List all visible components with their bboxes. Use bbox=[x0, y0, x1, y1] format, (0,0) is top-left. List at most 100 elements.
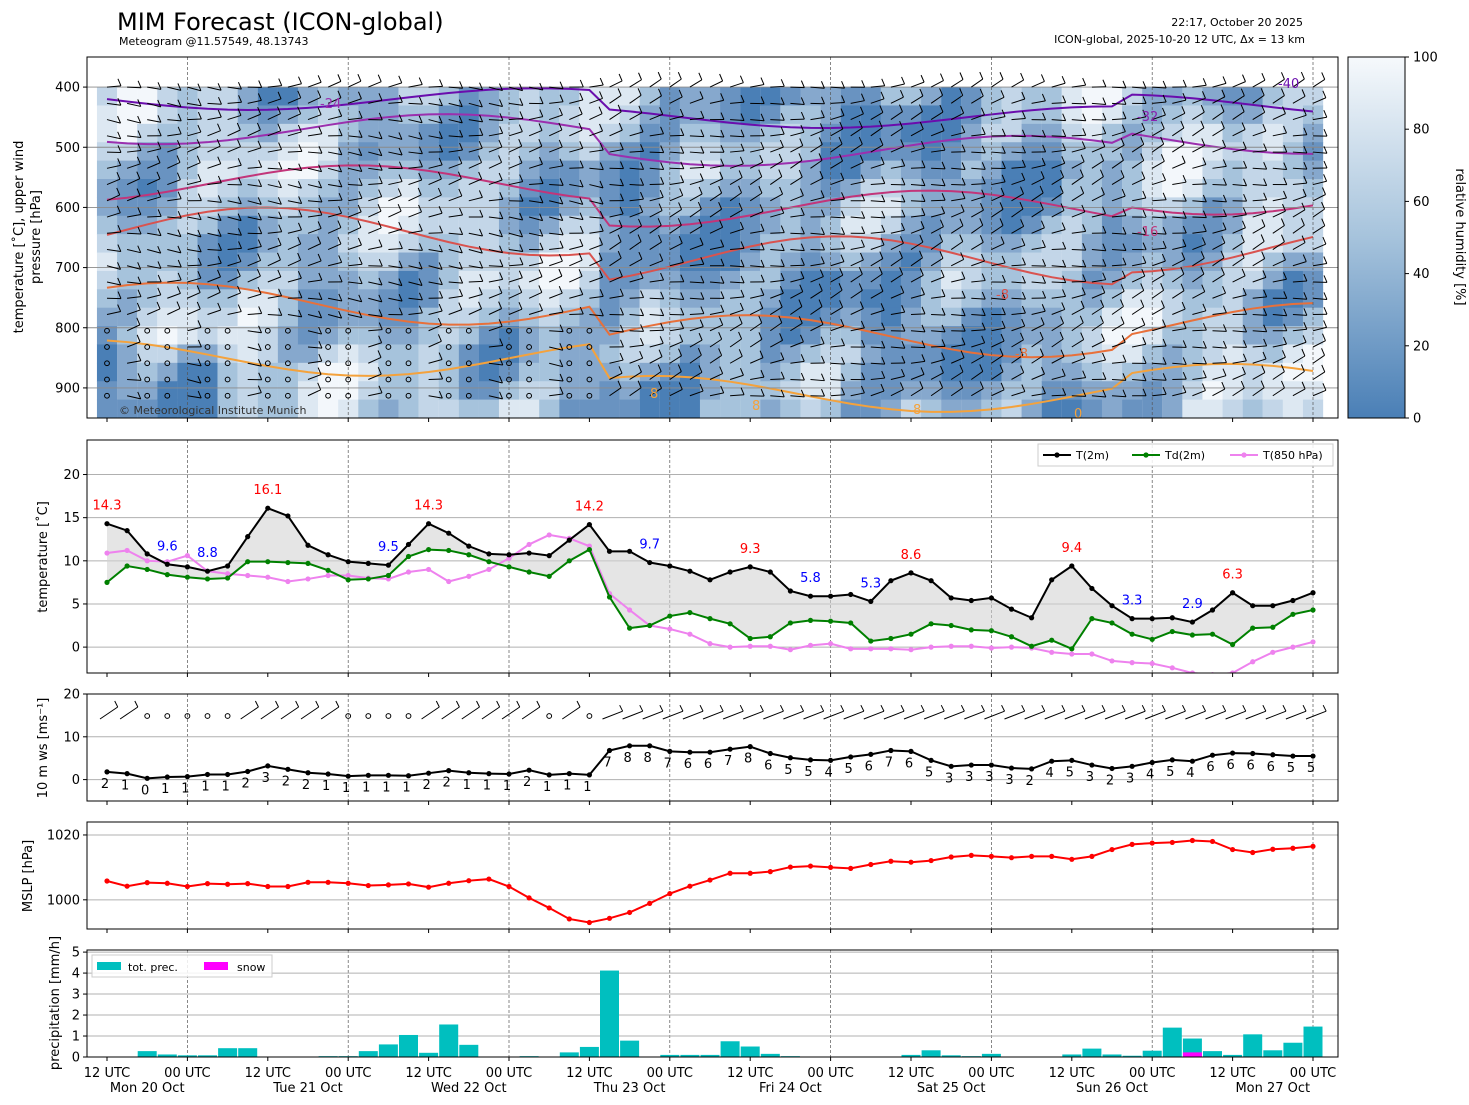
wind-barb-shaft bbox=[810, 159, 823, 169]
wind-barb-shaft bbox=[609, 213, 624, 218]
wind-speed-label: 0 bbox=[141, 783, 149, 798]
wind-barb-flag bbox=[398, 114, 403, 122]
wind-barb-shaft bbox=[830, 179, 844, 186]
humidity-cell bbox=[398, 344, 419, 364]
wind-barb-flag bbox=[117, 158, 122, 166]
wind-barb-flag bbox=[981, 273, 986, 281]
wind-barb-shaft bbox=[147, 249, 161, 254]
humidity-cell bbox=[378, 234, 399, 254]
wind-barb-shaft bbox=[991, 181, 1006, 186]
wind-barb-shaft bbox=[931, 199, 946, 202]
precipitation-bar bbox=[760, 1053, 780, 1057]
humidity-cell bbox=[1162, 270, 1183, 290]
wind-barb-flag bbox=[1020, 186, 1024, 194]
wind-barb-flag bbox=[498, 172, 503, 181]
wind-speed-line-point bbox=[466, 770, 472, 776]
wind-barb-shaft bbox=[1312, 225, 1326, 234]
wind-barb-shaft bbox=[106, 194, 120, 202]
t850-line-point bbox=[807, 642, 814, 648]
wind-barb-shaft bbox=[991, 78, 1004, 88]
wind-barb-flag bbox=[197, 257, 202, 266]
wind-barb-flag bbox=[318, 310, 323, 319]
wind-barb-shaft bbox=[850, 181, 865, 186]
humidity-cell bbox=[579, 381, 600, 401]
wind-barb-shaft bbox=[1172, 308, 1186, 315]
wind-barb-shaft bbox=[348, 98, 362, 104]
humidity-cell bbox=[800, 179, 821, 198]
wind-barb-shaft bbox=[167, 102, 182, 108]
wind-barb-shaft bbox=[951, 131, 965, 137]
wind-speed-line-point bbox=[245, 768, 251, 775]
wind-barb-flag bbox=[1000, 90, 1005, 98]
wind-barb-shaft bbox=[508, 291, 522, 299]
humidity-cell bbox=[699, 344, 721, 364]
wind-barb-shaft bbox=[790, 322, 803, 332]
humidity-cell bbox=[438, 399, 459, 418]
t2m-line-point bbox=[948, 595, 954, 601]
wind-barb-flag bbox=[901, 76, 906, 85]
humidity-cell bbox=[498, 160, 520, 180]
wind-barb-flag bbox=[1082, 128, 1087, 136]
wind-barb-flag bbox=[437, 334, 442, 342]
humidity-cell bbox=[981, 270, 1002, 290]
wind-barb-flag bbox=[680, 161, 685, 169]
t2m-line-point bbox=[305, 542, 311, 548]
humidity-cell bbox=[217, 252, 238, 272]
wind-barb-flag bbox=[177, 83, 182, 91]
calm-wind-circle bbox=[566, 376, 573, 383]
humidity-cell bbox=[398, 362, 419, 382]
wind-barb-shaft bbox=[328, 151, 342, 156]
wind-barb-flag bbox=[1182, 174, 1187, 183]
wind-barb-shaft bbox=[850, 100, 865, 104]
wind-barb-shaft bbox=[749, 307, 763, 315]
wind-barb-shaft bbox=[267, 148, 282, 153]
wind-barb-shaft bbox=[1252, 199, 1267, 202]
wind-barb-shaft bbox=[1132, 232, 1147, 236]
td2m-line-point bbox=[164, 572, 170, 578]
t850-line-point bbox=[787, 647, 794, 653]
t850-line-point bbox=[144, 558, 150, 564]
wind-barb-flag bbox=[1042, 290, 1047, 299]
humidity-cell bbox=[438, 289, 459, 309]
wind-barb-shaft bbox=[951, 211, 965, 218]
wind-barb-shaft bbox=[1212, 111, 1225, 120]
wind-barb-shaft bbox=[1011, 151, 1026, 154]
calm-wind-circle bbox=[405, 376, 412, 383]
wind-barb-flag bbox=[117, 262, 121, 270]
wind-barb-flag bbox=[499, 391, 504, 400]
wind-barb-shaft bbox=[307, 297, 322, 301]
humidity-cell bbox=[1262, 105, 1283, 125]
humidity-cell bbox=[1262, 399, 1283, 418]
wind-barb-shaft bbox=[307, 214, 322, 218]
wind-barb-flag bbox=[157, 82, 162, 90]
wind-barb-shaft bbox=[428, 164, 443, 169]
humidity-cell bbox=[96, 197, 118, 217]
mslp-line-point bbox=[667, 891, 673, 897]
wind-barb-shaft bbox=[408, 312, 423, 316]
humidity-cell bbox=[358, 123, 379, 143]
extremum-label: 6.3 bbox=[1222, 568, 1243, 583]
humidity-cell bbox=[880, 105, 902, 125]
wind-barb-shaft bbox=[167, 232, 182, 238]
mslp-line-point bbox=[1008, 855, 1015, 861]
t850-line-point bbox=[546, 532, 552, 538]
wind-barb-shaft bbox=[1152, 179, 1166, 186]
wind-barb-flag bbox=[679, 108, 684, 117]
humidity-cell bbox=[1122, 252, 1143, 272]
wind-barb-shaft bbox=[991, 194, 1005, 202]
wind-barb-flag bbox=[518, 139, 523, 147]
humidity-cell bbox=[398, 399, 419, 418]
wind-barb-flag bbox=[739, 302, 744, 311]
wind-barb-flag bbox=[519, 98, 524, 106]
t850-line-point bbox=[1008, 644, 1015, 650]
wind-barb-shaft bbox=[408, 151, 423, 155]
wind-speed-line-point bbox=[204, 771, 211, 778]
wind-barb-shaft bbox=[388, 101, 403, 104]
wind-barb-shaft bbox=[508, 102, 523, 106]
wind-barb-flag bbox=[640, 144, 645, 152]
wind-barb-flag bbox=[1261, 365, 1266, 373]
humidity-cell bbox=[1222, 252, 1243, 272]
wind-barb-flag bbox=[1160, 154, 1165, 162]
wind-barb-flag bbox=[136, 317, 141, 326]
wind-barb-shaft bbox=[930, 94, 943, 104]
